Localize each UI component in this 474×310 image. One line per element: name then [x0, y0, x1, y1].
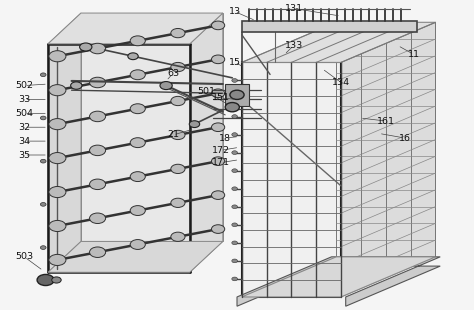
Circle shape	[128, 53, 138, 60]
Text: 13: 13	[228, 7, 241, 16]
Circle shape	[37, 274, 54, 286]
Polygon shape	[242, 62, 341, 297]
Circle shape	[232, 223, 237, 227]
Circle shape	[90, 111, 106, 122]
Circle shape	[49, 153, 66, 164]
Text: 16: 16	[399, 134, 411, 143]
Text: 63: 63	[167, 69, 179, 78]
Circle shape	[232, 151, 237, 154]
Circle shape	[225, 103, 239, 112]
Circle shape	[232, 79, 237, 82]
Circle shape	[130, 206, 146, 215]
Circle shape	[211, 55, 225, 64]
Circle shape	[49, 255, 66, 265]
Circle shape	[189, 121, 200, 127]
Circle shape	[80, 43, 92, 51]
Circle shape	[211, 21, 225, 30]
Circle shape	[211, 191, 225, 199]
Circle shape	[49, 220, 66, 232]
Circle shape	[232, 169, 237, 173]
Text: 33: 33	[18, 95, 30, 104]
Text: 501: 501	[197, 87, 215, 96]
Circle shape	[40, 116, 46, 120]
Text: 171: 171	[211, 158, 229, 167]
Text: 503: 503	[15, 252, 33, 261]
Polygon shape	[48, 13, 81, 272]
Circle shape	[232, 205, 237, 209]
Circle shape	[90, 213, 106, 224]
Circle shape	[232, 259, 237, 263]
Text: 21: 21	[167, 131, 179, 140]
Circle shape	[49, 85, 66, 96]
Circle shape	[52, 277, 61, 283]
Circle shape	[232, 241, 237, 245]
Text: 18: 18	[219, 134, 231, 143]
Text: 15: 15	[228, 58, 241, 67]
Text: 172: 172	[211, 146, 229, 155]
Circle shape	[40, 159, 46, 163]
Polygon shape	[237, 257, 440, 306]
Polygon shape	[81, 13, 223, 241]
Circle shape	[171, 96, 185, 106]
Circle shape	[90, 43, 106, 54]
Polygon shape	[242, 22, 436, 62]
Circle shape	[211, 123, 225, 131]
Circle shape	[211, 89, 225, 98]
Text: 34: 34	[18, 137, 30, 146]
Circle shape	[71, 82, 82, 89]
Text: 32: 32	[18, 123, 30, 132]
Circle shape	[232, 97, 237, 100]
Polygon shape	[48, 241, 223, 272]
Polygon shape	[242, 21, 417, 32]
Text: 131: 131	[285, 4, 303, 13]
Circle shape	[171, 164, 185, 174]
Circle shape	[171, 130, 185, 140]
Circle shape	[130, 138, 146, 148]
Circle shape	[90, 145, 106, 156]
Circle shape	[40, 246, 46, 250]
Circle shape	[211, 225, 225, 233]
Circle shape	[90, 247, 106, 258]
Polygon shape	[341, 22, 436, 297]
Text: 133: 133	[284, 41, 303, 50]
Text: 504: 504	[15, 109, 33, 118]
Circle shape	[171, 29, 185, 38]
Polygon shape	[336, 22, 436, 257]
Text: 151: 151	[211, 93, 229, 102]
Circle shape	[230, 90, 244, 100]
Circle shape	[130, 36, 146, 46]
Circle shape	[40, 73, 46, 77]
Circle shape	[232, 187, 237, 191]
Circle shape	[232, 133, 237, 136]
Text: 11: 11	[408, 50, 420, 59]
Circle shape	[171, 232, 185, 241]
Text: 134: 134	[332, 78, 350, 87]
Circle shape	[160, 82, 172, 90]
Text: 161: 161	[377, 117, 395, 126]
Circle shape	[90, 77, 106, 88]
Polygon shape	[225, 84, 249, 106]
Circle shape	[130, 240, 146, 250]
Circle shape	[40, 202, 46, 206]
Circle shape	[90, 179, 106, 189]
Polygon shape	[242, 257, 436, 297]
Polygon shape	[48, 13, 223, 44]
Circle shape	[49, 187, 66, 197]
Circle shape	[232, 115, 237, 118]
Circle shape	[232, 277, 237, 281]
Circle shape	[130, 70, 146, 80]
Circle shape	[211, 157, 225, 166]
Circle shape	[49, 51, 66, 62]
Circle shape	[49, 119, 66, 130]
Circle shape	[171, 62, 185, 72]
Circle shape	[171, 198, 185, 207]
Circle shape	[130, 172, 146, 182]
Polygon shape	[190, 13, 223, 272]
Circle shape	[130, 104, 146, 114]
Text: 35: 35	[18, 150, 30, 160]
Text: 502: 502	[15, 81, 33, 90]
